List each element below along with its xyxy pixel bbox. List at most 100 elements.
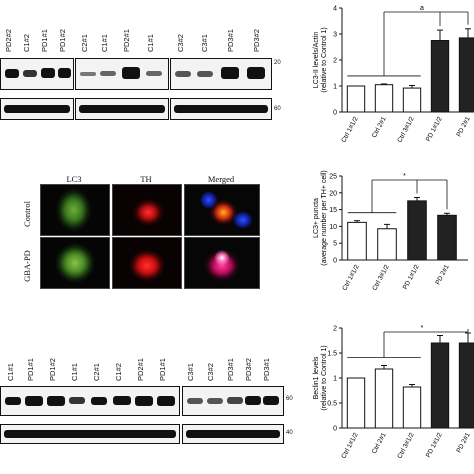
y-tick-label: 25 (329, 174, 337, 181)
lane-label: C3#1 (200, 34, 209, 52)
marker-a-1: 20 (274, 60, 281, 66)
x-tick-label: Ctrl 2#1 (371, 431, 388, 455)
lane-label: PD1#2 (58, 29, 67, 52)
bar (374, 84, 394, 113)
image-gbapd-th (112, 237, 182, 289)
significance-mark: * (403, 173, 406, 180)
x-tick-label: PD 2#1 (434, 263, 451, 286)
significance-mark: * (421, 325, 424, 332)
lane-label: C1#2 (114, 363, 123, 381)
lane-label: PD2#1 (136, 358, 145, 381)
x-tick-label: PD 2#1 (455, 431, 472, 454)
lane-label: C1#1 (70, 363, 79, 381)
bar (430, 342, 450, 429)
lane-label: PD3#2 (252, 29, 261, 52)
y-tick-label: 15 (329, 207, 337, 214)
y-tick-label: 20 (329, 190, 337, 197)
image-gbapd-merged (184, 237, 260, 289)
lane-label: PD1#1 (40, 29, 49, 52)
lane-label: PD2#1 (122, 29, 131, 52)
y-tick-label: 4 (333, 6, 337, 13)
blot-actin-left (0, 98, 74, 120)
image-control-lc3 (40, 184, 110, 236)
lane-label: C3#2 (206, 363, 215, 381)
lane-label: C1#1 (100, 34, 109, 52)
lane-label: PD1#1 (26, 358, 35, 381)
chart-beclin1: 0 0.5 1 1.5 2 Beclin1 levels(relative to Cont… (313, 325, 474, 460)
bar (402, 386, 422, 429)
bar (458, 342, 474, 429)
x-tick-label: Ctrl 1#1/2 (340, 431, 360, 460)
lane-label: C1#1 (6, 363, 15, 381)
y-axis-label: Beclin1 levels(relative to Control 1) (313, 345, 328, 410)
y-tick-label: 0 (333, 258, 337, 265)
blot-actin-mid (75, 98, 169, 120)
lane-label: PD2#2 (4, 29, 13, 52)
x-tick-label: Ctrl 2#1 (371, 115, 388, 139)
blot-lc3-mid (75, 58, 169, 90)
lane-label: C3#1 (186, 363, 195, 381)
y-tick-label: 1.5 (327, 351, 337, 358)
bar (402, 87, 422, 113)
lane-label: PD1#1 (158, 358, 167, 381)
y-tick-label: 2 (333, 58, 337, 65)
column-title-th: TH (140, 174, 152, 184)
y-tick-label: 3 (333, 32, 337, 39)
lane-label: PD3#2 (244, 358, 253, 381)
significance-mark: a (420, 5, 424, 12)
marker-c-2: 40 (286, 430, 293, 436)
bar (430, 40, 450, 113)
x-tick-label: Ctrl 3#1/2 (396, 115, 416, 144)
x-tick-label: PD 1#1/2 (425, 115, 444, 143)
x-tick-label: Ctrl 3#1/2 (371, 263, 391, 292)
column-title-merged: Merged (207, 174, 235, 184)
column-title-lc3: LC3 (66, 174, 82, 184)
x-tick-label: Ctrl 1#1/2 (340, 115, 360, 144)
lane-label: C3#2 (176, 34, 185, 52)
lane-label: C1#1 (146, 34, 155, 52)
bar (437, 214, 457, 261)
bar (374, 368, 394, 429)
bar (407, 200, 427, 261)
lane-label: PD3#1 (262, 358, 271, 381)
row-label-control: Control (22, 201, 32, 227)
row-label-gba-pd: GBA-PD (22, 250, 32, 282)
y-tick-label: 2 (333, 326, 337, 333)
chart-lc3-ii: 0 1 2 3 4 LC3-II levels/Actin(relative to Con… (313, 5, 474, 144)
y-tick-label: 0 (333, 426, 337, 433)
y-tick-label: 5 (333, 241, 337, 248)
y-tick-label: 1 (333, 376, 337, 383)
blot-actin-right (170, 98, 272, 120)
bar (377, 228, 397, 261)
lane-label: C2#1 (80, 34, 89, 52)
y-tick-label: 10 (329, 224, 337, 231)
bar (346, 377, 366, 429)
bar (346, 85, 366, 113)
y-tick-label: 0.5 (327, 401, 337, 408)
blot-lc3-left (0, 58, 74, 90)
y-tick-label: 0 (333, 110, 337, 117)
x-tick-label: PD 1#1/2 (402, 263, 421, 291)
lane-label: PD3#1 (226, 29, 235, 52)
image-control-merged (184, 184, 260, 236)
x-tick-label: PD 2#1 (455, 115, 472, 138)
x-tick-label: Ctrl 3#1/2 (396, 431, 416, 460)
lane-label: C2#1 (92, 363, 101, 381)
image-gbapd-lc3 (40, 237, 110, 289)
blot-lc3-right (170, 58, 272, 90)
marker-c-1: 60 (286, 396, 293, 402)
blot-actin-c-right (182, 424, 284, 444)
y-tick-label: 1 (333, 84, 337, 91)
x-tick-label: Ctrl 1#1/2 (341, 263, 361, 292)
lane-label: C1#2 (22, 34, 31, 52)
blot-beclin1-left (0, 386, 180, 416)
y-axis-label: LC3+ puncta(average number per TH+ cell) (313, 170, 328, 265)
marker-a-2: 60 (274, 106, 281, 112)
x-tick-label: PD 1#1/2 (425, 431, 444, 459)
lane-label: PD3#1 (226, 358, 235, 381)
blot-actin-c-left (0, 424, 180, 444)
bar (347, 221, 367, 261)
lane-label: PD1#2 (48, 358, 57, 381)
bar (458, 37, 474, 113)
